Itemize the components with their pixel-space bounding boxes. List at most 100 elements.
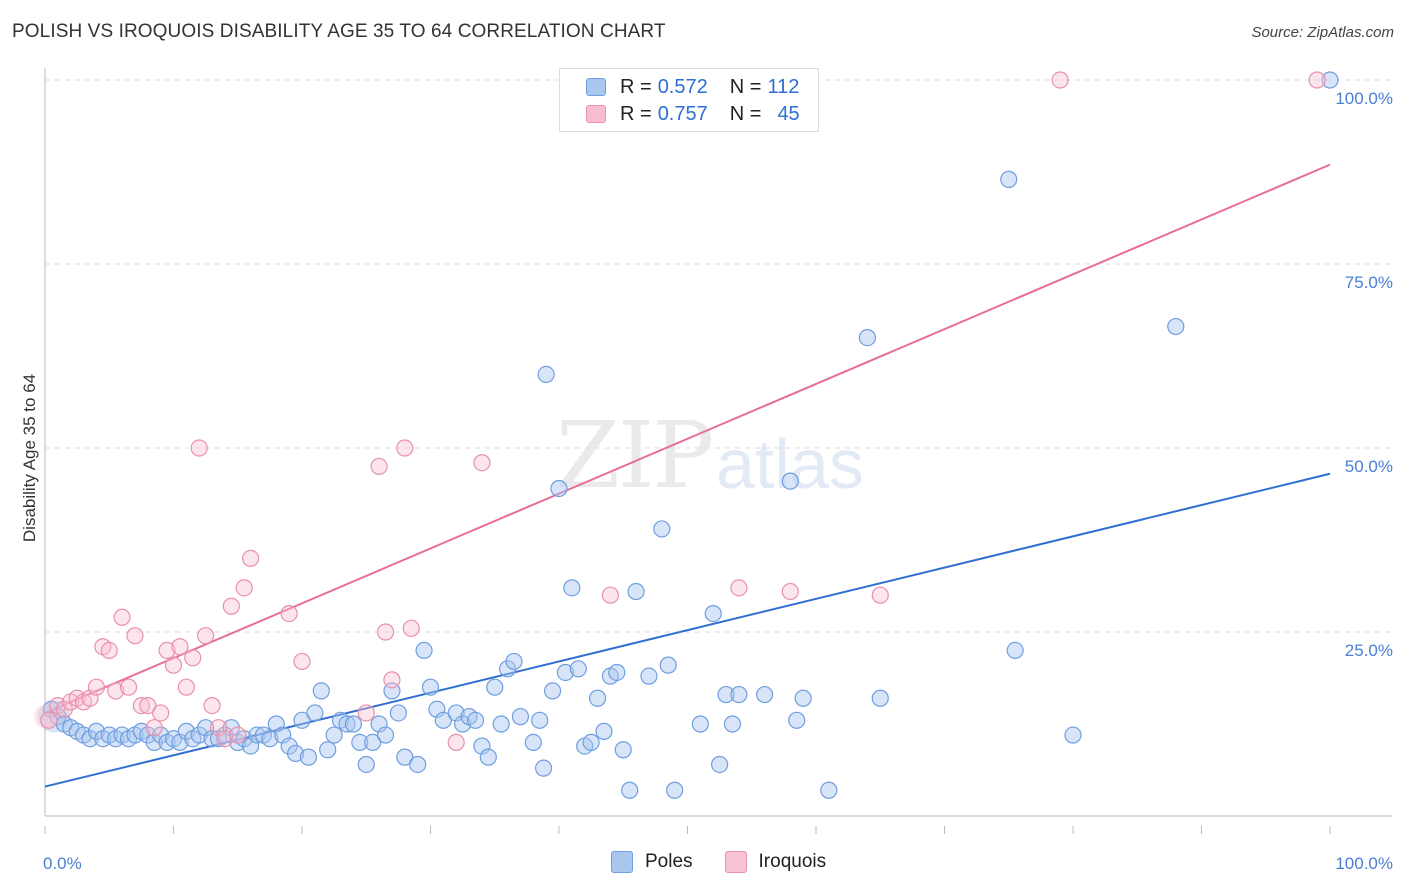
poles-point bbox=[524, 733, 542, 752]
legend-label-poles: Poles bbox=[645, 851, 693, 872]
poles-point bbox=[421, 678, 440, 696]
iroquois-point bbox=[447, 733, 465, 752]
iroquois-point bbox=[601, 586, 620, 604]
iroquois-point bbox=[216, 730, 234, 748]
iroquois-point bbox=[152, 704, 170, 722]
poles-point bbox=[415, 641, 433, 660]
poles-point bbox=[550, 479, 568, 498]
y-tick-label: 100.0% bbox=[1335, 89, 1393, 108]
iroquois-point bbox=[473, 454, 491, 472]
iroquois-point bbox=[184, 649, 202, 667]
poles-point bbox=[338, 715, 356, 733]
poles-point bbox=[794, 689, 812, 707]
poles-point bbox=[621, 781, 639, 799]
iroquois-point bbox=[222, 597, 240, 615]
iroquois-point bbox=[145, 719, 163, 737]
poles-point bbox=[640, 667, 658, 685]
grid-lines bbox=[45, 79, 1392, 633]
poles-point bbox=[704, 604, 722, 623]
iroquois-point bbox=[370, 457, 388, 475]
legend-r-value: 0.757 bbox=[657, 102, 708, 125]
poles-point bbox=[614, 741, 632, 759]
poles-point bbox=[871, 689, 889, 707]
poles-point bbox=[261, 730, 279, 748]
y-tick-label: 75.0% bbox=[1345, 273, 1393, 292]
poles-point bbox=[505, 652, 523, 671]
poles-point bbox=[248, 726, 266, 744]
poles-point bbox=[434, 711, 452, 729]
poles-point bbox=[608, 663, 626, 682]
legend-n-label: N = bbox=[729, 102, 762, 125]
iroquois-point bbox=[402, 619, 420, 637]
poles-point bbox=[396, 748, 414, 766]
poles-point bbox=[781, 472, 799, 490]
iroquois-point bbox=[40, 711, 58, 729]
iroquois-point bbox=[376, 623, 395, 641]
poles-point bbox=[1167, 317, 1185, 336]
poles-point bbox=[351, 733, 369, 752]
legend-row-poles: R = 0.572 N = 112 bbox=[586, 74, 799, 100]
x-tick-label: 0.0% bbox=[43, 854, 82, 873]
iroquois-point bbox=[119, 678, 138, 696]
iroquois-point bbox=[158, 641, 176, 660]
poles-point bbox=[537, 365, 555, 383]
poles-point bbox=[299, 748, 318, 766]
iroquois-point bbox=[132, 696, 150, 715]
iroquois-point bbox=[730, 579, 748, 597]
legend-r-label: R = bbox=[620, 75, 652, 98]
x-tick-label: 100.0% bbox=[1335, 854, 1393, 873]
poles-point bbox=[730, 685, 748, 704]
iroquois-trend-line bbox=[44, 163, 1331, 714]
iroquois-point bbox=[293, 652, 311, 671]
iroquois-point bbox=[1308, 71, 1326, 89]
poles-point bbox=[1321, 71, 1339, 89]
poles-point bbox=[325, 726, 343, 744]
iroquois-point bbox=[871, 586, 889, 604]
poles-point bbox=[711, 755, 729, 774]
iroquois-point bbox=[235, 579, 253, 597]
poles-point bbox=[723, 715, 742, 733]
data-points bbox=[34, 71, 1339, 799]
iroquois-point bbox=[164, 656, 183, 674]
legend-item-iroquois[interactable]: Iroquois bbox=[724, 851, 826, 873]
poles-point bbox=[344, 715, 362, 733]
poles-point bbox=[376, 726, 395, 744]
poles-point bbox=[293, 711, 311, 729]
poles-point bbox=[659, 656, 677, 674]
watermark-zip: ZIP bbox=[556, 402, 714, 509]
iroquois-point bbox=[107, 682, 125, 700]
legend-swatch-iroquois bbox=[586, 105, 606, 123]
iroquois-point bbox=[357, 704, 375, 722]
poles-point bbox=[588, 689, 607, 707]
legend-n-value: 45 bbox=[777, 102, 800, 125]
legend-r-label: R = bbox=[620, 102, 652, 125]
iroquois-point bbox=[87, 678, 106, 696]
iroquois-point bbox=[100, 641, 118, 660]
poles-point bbox=[511, 708, 530, 726]
poles-point bbox=[312, 682, 330, 700]
legend-item-poles[interactable]: Poles bbox=[611, 851, 693, 873]
legend-swatch-poles bbox=[586, 78, 606, 96]
poles-point bbox=[717, 685, 735, 704]
legend-row-iroquois: R = 0.757 N = 45 bbox=[586, 101, 800, 127]
poles-point bbox=[1006, 641, 1024, 660]
poles-point bbox=[531, 711, 549, 729]
iroquois-point bbox=[781, 582, 799, 601]
iroquois-point bbox=[229, 726, 247, 744]
iroquois-point bbox=[126, 627, 144, 645]
poles-point bbox=[858, 329, 877, 347]
poles-point bbox=[486, 678, 504, 696]
iroquois-point bbox=[113, 608, 131, 626]
y-tick-label: 25.0% bbox=[1345, 641, 1393, 660]
poles-point bbox=[1064, 726, 1082, 744]
iroquois-point bbox=[177, 678, 195, 696]
poles-point bbox=[666, 781, 684, 799]
iroquois-point bbox=[203, 696, 221, 715]
iroquois-point bbox=[171, 638, 189, 656]
legend-swatch-iroquois bbox=[724, 851, 747, 873]
poles-point bbox=[691, 715, 709, 733]
poles-point bbox=[357, 755, 375, 774]
iroquois-point bbox=[197, 627, 215, 645]
series-legend: Poles Iroquois bbox=[611, 851, 858, 873]
poles-point bbox=[286, 744, 305, 763]
